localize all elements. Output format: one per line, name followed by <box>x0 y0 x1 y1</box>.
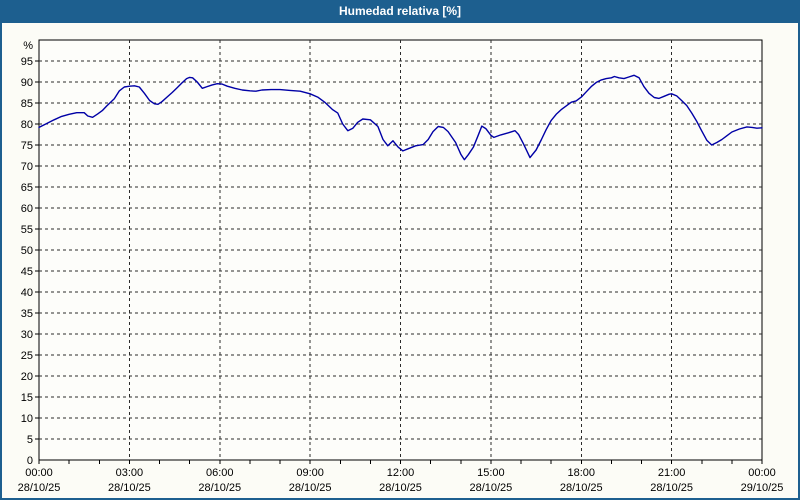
x-axis-date-label: 29/10/25 <box>741 482 784 494</box>
y-axis-label: 35 <box>21 308 33 320</box>
y-axis-label: 55 <box>21 224 33 236</box>
x-axis-date-label: 28/10/25 <box>198 482 241 494</box>
x-axis-date-label: 28/10/25 <box>650 482 693 494</box>
x-axis-time-label: 12:00 <box>387 467 415 479</box>
x-axis-date-label: 28/10/25 <box>469 482 512 494</box>
x-axis-time-label: 15:00 <box>477 467 505 479</box>
y-axis-label: 95 <box>21 56 33 68</box>
y-axis-label: 0 <box>27 455 33 467</box>
y-axis-label: 20 <box>21 371 33 383</box>
x-axis-time-label: 00:00 <box>25 467 53 479</box>
y-axis-label: 50 <box>21 245 33 257</box>
y-axis-label: 70 <box>21 161 33 173</box>
y-axis-label: 80 <box>21 119 33 131</box>
x-axis-date-label: 28/10/25 <box>18 482 61 494</box>
y-axis-label: 65 <box>21 182 33 194</box>
y-axis-label: 60 <box>21 203 33 215</box>
humidity-series-line <box>38 74 763 161</box>
x-axis-time-label: 09:00 <box>296 467 324 479</box>
y-axis-label: 15 <box>21 392 33 404</box>
y-axis-label: 10 <box>21 413 33 425</box>
x-axis-time-label: 06:00 <box>206 467 234 479</box>
x-axis-date-label: 28/10/25 <box>379 482 422 494</box>
y-axis-label: 30 <box>21 329 33 341</box>
y-axis-label: 25 <box>21 350 33 362</box>
y-axis-label: 45 <box>21 266 33 278</box>
x-axis-date-label: 28/10/25 <box>560 482 603 494</box>
x-axis-time-label: 03:00 <box>116 467 144 479</box>
window-title: Humedad relativa [%] <box>338 4 462 18</box>
y-axis-label: 75 <box>21 140 33 152</box>
y-axis-label: 5 <box>27 434 33 446</box>
x-axis-time-label: 00:00 <box>748 467 776 479</box>
x-axis-time-label: 18:00 <box>567 467 595 479</box>
x-axis-date-label: 28/10/25 <box>289 482 332 494</box>
y-axis-label: 40 <box>21 287 33 299</box>
x-axis-date-label: 28/10/25 <box>108 482 151 494</box>
x-axis-time-label: 21:00 <box>658 467 686 479</box>
y-axis-label: 90 <box>21 77 33 89</box>
title-bar: Humedad relativa [%] <box>0 0 800 23</box>
y-axis-label: 85 <box>21 98 33 110</box>
y-axis-unit-label: % <box>23 40 33 52</box>
